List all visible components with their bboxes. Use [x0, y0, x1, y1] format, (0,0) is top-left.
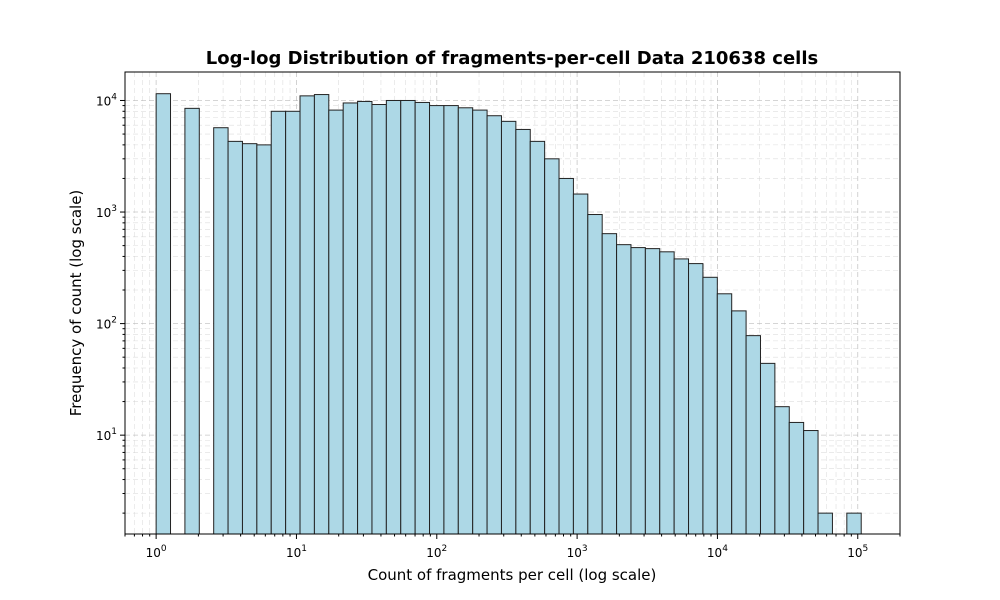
x-tick-label: 101: [286, 544, 307, 560]
histogram-bar: [227, 140, 243, 535]
histogram-bar: [400, 99, 416, 535]
histogram-bar: [500, 120, 517, 535]
histogram-bar: [299, 95, 315, 535]
x-tick-label: 103: [567, 544, 588, 560]
x-tick-label: 104: [707, 544, 728, 560]
histogram-bar: [803, 430, 819, 535]
histogram-bar: [716, 293, 733, 535]
histogram-bar: [385, 99, 402, 535]
y-axis-label: Frequency of count (log scale): [67, 190, 85, 417]
histogram-bar: [256, 144, 272, 535]
histogram-bar: [529, 140, 546, 535]
x-axis-label: Count of fragments per cell (log scale): [368, 566, 657, 584]
chart-title: Log-log Distribution of fragments-per-ce…: [206, 48, 818, 69]
y-tick-label: 101: [96, 427, 117, 443]
histogram-bar: [155, 93, 172, 535]
histogram-bar: [788, 421, 805, 535]
histogram-bar: [285, 110, 301, 535]
y-tick-label: 104: [96, 92, 117, 108]
histogram-bar: [616, 244, 632, 535]
y-tick-labels: 101 102 103 104: [96, 92, 117, 443]
histogram-bar: [241, 143, 258, 535]
x-tick-labels: 100 101 102 103 104 105: [146, 544, 869, 560]
histogram-bar: [759, 362, 776, 535]
y-tick-label: 103: [96, 204, 117, 220]
plot-frame: [124, 71, 901, 535]
histogram-bar: [731, 310, 747, 535]
histogram-bar: [745, 335, 761, 535]
histogram-bar: [342, 102, 359, 535]
histogram-bar: [846, 512, 862, 535]
histogram-bar: [673, 258, 690, 535]
histogram-bar: [357, 100, 373, 535]
histogram-bar: [702, 276, 718, 535]
x-tick-label: 100: [146, 544, 167, 560]
histogram-bar: [688, 263, 704, 535]
histogram-bar: [414, 101, 431, 535]
histogram-bar: [544, 158, 560, 535]
histogram-bar: [486, 115, 502, 535]
y-tick-label: 102: [96, 316, 117, 332]
histogram-bar: [817, 512, 833, 535]
histogram-bar: [371, 104, 387, 535]
histogram-bar: [270, 110, 287, 535]
histogram-bar: [515, 128, 531, 535]
histogram-bar: [328, 109, 344, 535]
histogram-bar: [313, 94, 330, 535]
histogram-bar: [429, 105, 445, 535]
histogram-bar: [472, 109, 488, 535]
histogram-bar: [558, 177, 574, 535]
x-tick-label: 102: [426, 544, 447, 560]
histogram-bar: [644, 248, 661, 535]
histogram-bar: [659, 251, 675, 535]
histogram-bar: [601, 233, 618, 535]
histogram-bar: [457, 107, 474, 535]
histogram-bar: [587, 214, 603, 535]
histogram-bar: [572, 193, 589, 535]
histogram-bar: [213, 127, 229, 535]
histogram-bar: [443, 105, 459, 535]
histogram-bar: [184, 107, 200, 535]
axis-ticks: [120, 99, 901, 539]
histogram-bar: [630, 247, 646, 535]
x-tick-label: 105: [847, 544, 868, 560]
histogram-bar: [774, 406, 790, 535]
